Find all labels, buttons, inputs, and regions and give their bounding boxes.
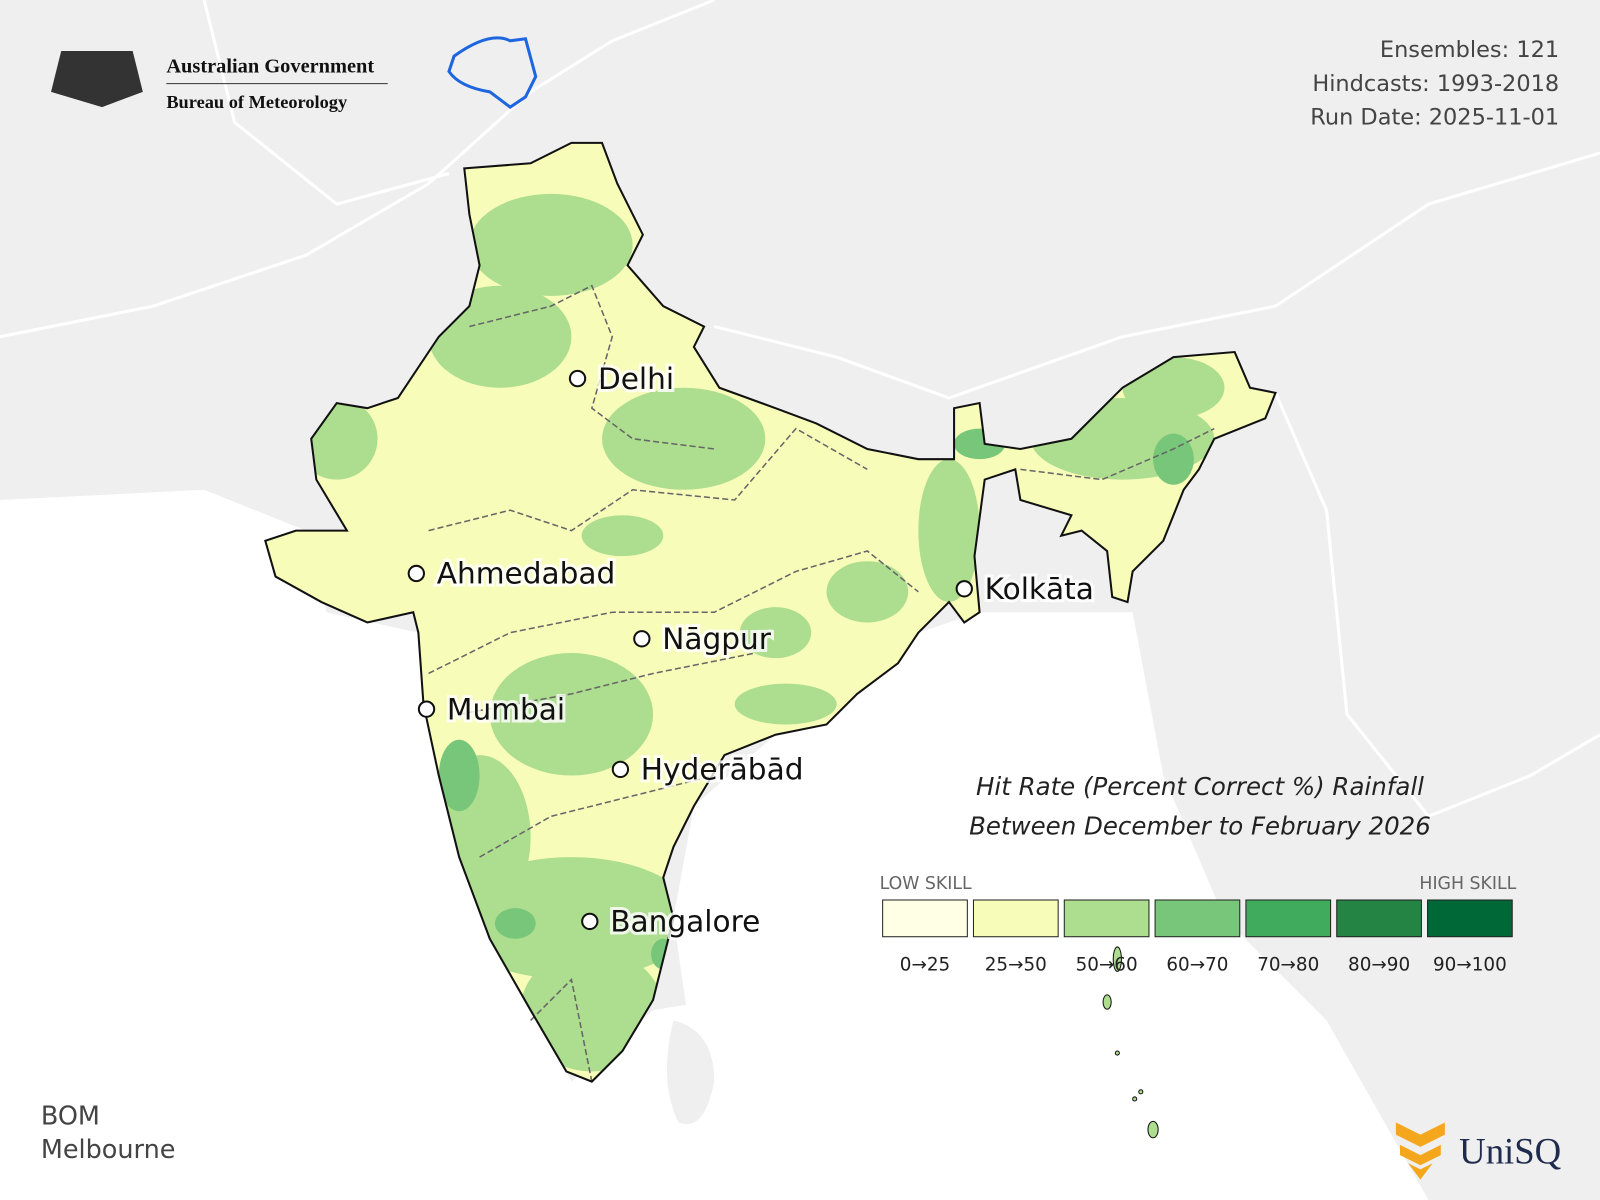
org-name: Australian Government (166, 55, 374, 77)
legend-swatch (882, 899, 968, 938)
city-label: Kolkāta (985, 572, 1094, 606)
borders (0, 0, 1600, 819)
city-label: Mumbai (447, 692, 565, 726)
legend-label: 80→90 (1348, 954, 1410, 975)
bom-logo: Australian Government Bureau of Meteorol… (51, 36, 538, 112)
legend-label: 25→50 (985, 954, 1047, 975)
legend-swatch (1063, 899, 1150, 938)
info-run-date: Run Date: 2025-11-01 (1310, 104, 1559, 130)
legend-label: 60→70 (1166, 954, 1228, 975)
city-label: Nāgpur (662, 622, 772, 656)
city-label: Bangalore (610, 905, 760, 939)
map-title: Hit Rate (Percent Correct %) Rainfall (976, 772, 1424, 801)
info-hindcasts: Hindcasts: 1993-2018 (1312, 71, 1559, 97)
legend-label: 50→60 (1076, 954, 1138, 975)
legend: 0→25 25→50 50→60 60→70 70→80 80→90 90→100 (882, 899, 1513, 975)
arabian-sea (0, 489, 735, 1200)
city-label: Delhi (598, 362, 674, 396)
map-subtitle: Between December to February 2026 (969, 812, 1431, 841)
sri-lanka (666, 1020, 715, 1125)
legend-swatch (972, 899, 1059, 938)
legend-label: 0→25 (900, 954, 950, 975)
org-subname: Bureau of Meteorology (166, 92, 347, 112)
legend-swatch (1336, 899, 1422, 938)
city-marker (611, 760, 630, 779)
unisq-logo: UniSQ (1395, 1122, 1561, 1180)
legend-label: 90→100 (1433, 954, 1507, 975)
city-label: Hyderābād (641, 753, 804, 787)
legend-swatch (1245, 899, 1332, 938)
city-marker (581, 912, 599, 931)
legend-swatch (1427, 899, 1513, 938)
skill-field (265, 142, 1276, 1082)
state-borders (428, 284, 1215, 1082)
info-ensembles: Ensembles: 121 (1380, 37, 1559, 63)
legend-low: LOW SKILL (880, 874, 972, 894)
footer-line: Melbourne (41, 1135, 176, 1165)
logo-text: UniSQ (1459, 1130, 1561, 1171)
city-marker (417, 700, 436, 718)
legend-high: HIGH SKILL (1419, 874, 1516, 894)
city-marker (407, 564, 425, 583)
legend-swatch (1154, 899, 1241, 938)
legend-label: 70→80 (1257, 954, 1319, 975)
city-marker (955, 580, 973, 598)
city-marker (633, 630, 651, 648)
city-marker (568, 369, 587, 388)
city-label: Ahmedabad (437, 557, 616, 591)
cities: Delhi Ahmedabad Kolkāta Nāgpur Mumbai Hyderāb… (407, 359, 1097, 942)
islands (1102, 946, 1159, 1139)
footer-line: BOM (41, 1101, 100, 1131)
